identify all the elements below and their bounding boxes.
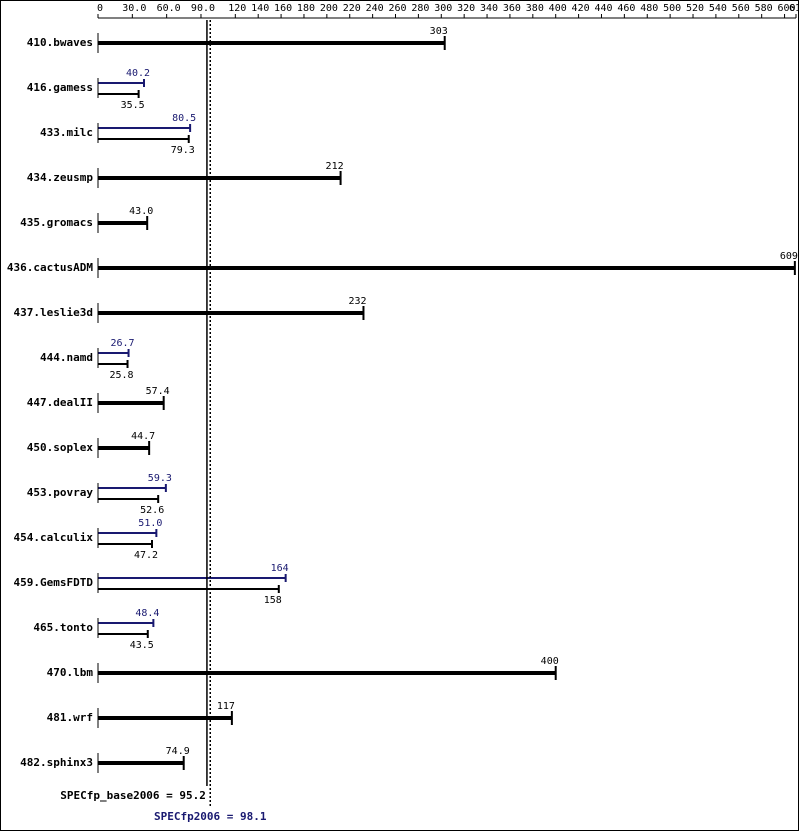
x-tick-label: 180 <box>297 3 315 14</box>
reference-label: SPECfp2006 = 98.1 <box>154 810 267 823</box>
x-tick-label: 520 <box>686 3 704 14</box>
value-label: 51.0 <box>138 518 162 529</box>
value-label: 232 <box>348 296 366 307</box>
bar <box>98 266 795 270</box>
x-tick-label: 460 <box>617 3 635 14</box>
bar <box>98 532 157 534</box>
category-label: 437.leslie3d <box>14 306 93 319</box>
value-label: 164 <box>271 563 289 574</box>
x-tick-label: 120 <box>228 3 246 14</box>
value-label: 47.2 <box>134 550 158 561</box>
bar <box>98 633 148 635</box>
bar <box>98 311 364 315</box>
bar <box>98 82 144 84</box>
x-tick-label: 260 <box>388 3 406 14</box>
value-label: 80.5 <box>172 113 196 124</box>
bar <box>98 487 166 489</box>
category-label: 410.bwaves <box>27 36 93 49</box>
category-label: 434.zeusmp <box>27 171 94 184</box>
category-label: 433.milc <box>40 126 93 139</box>
value-label: 48.4 <box>135 608 159 619</box>
category-label: 450.soplex <box>27 441 94 454</box>
value-label: 117 <box>217 701 235 712</box>
bar <box>98 622 154 624</box>
x-tick-label: 380 <box>526 3 544 14</box>
category-label: 470.lbm <box>47 666 94 679</box>
category-label: 416.gamess <box>27 81 93 94</box>
x-tick-label: 0 <box>97 3 103 14</box>
value-label: 43.5 <box>130 640 154 651</box>
category-label: 482.sphinx3 <box>20 756 93 769</box>
x-tick-label: 240 <box>366 3 384 14</box>
x-tick-label: 340 <box>480 3 498 14</box>
category-label: 447.dealII <box>27 396 93 409</box>
reference-label: SPECfp_base2006 = 95.2 <box>60 789 206 802</box>
value-label: 303 <box>430 26 448 37</box>
x-tick-label: 560 <box>732 3 750 14</box>
x-tick-label: 160 <box>274 3 292 14</box>
bar <box>98 127 191 129</box>
x-tick-label: 320 <box>457 3 475 14</box>
value-label: 52.6 <box>140 505 164 516</box>
bar <box>98 138 189 140</box>
value-label: 35.5 <box>121 100 145 111</box>
x-tick-label: 420 <box>572 3 590 14</box>
bar <box>98 93 139 95</box>
x-tick-label: 300 <box>434 3 452 14</box>
value-label: 57.4 <box>146 386 170 397</box>
bar <box>98 401 164 405</box>
bar <box>98 543 153 545</box>
x-tick-label: 440 <box>594 3 612 14</box>
category-label: 465.tonto <box>33 621 93 634</box>
bar <box>98 446 150 450</box>
bar <box>98 176 341 180</box>
x-tick-label: 360 <box>503 3 521 14</box>
category-label: 436.cactusADM <box>7 261 93 274</box>
value-label: 43.0 <box>129 206 153 217</box>
category-label: 444.namd <box>40 351 93 364</box>
value-label: 40.2 <box>126 68 150 79</box>
x-tick-label: 580 <box>755 3 773 14</box>
bar <box>98 352 129 354</box>
bar <box>98 588 279 590</box>
x-tick-label: 90.0 <box>191 3 215 14</box>
category-label: 454.calculix <box>14 531 94 544</box>
value-label: 59.3 <box>148 473 172 484</box>
bar <box>98 221 148 225</box>
x-tick-label: 200 <box>320 3 338 14</box>
category-label: 435.gromacs <box>20 216 93 229</box>
x-tick-label: 400 <box>549 3 567 14</box>
x-tick-label: 610 <box>789 3 799 14</box>
bar <box>98 671 556 675</box>
category-label: 453.povray <box>27 486 94 499</box>
value-label: 74.9 <box>166 746 190 757</box>
bar <box>98 363 128 365</box>
bar <box>98 761 184 765</box>
x-tick-label: 280 <box>411 3 429 14</box>
x-tick-label: 480 <box>640 3 658 14</box>
bar <box>98 716 232 720</box>
x-tick-label: 220 <box>343 3 361 14</box>
value-label: 26.7 <box>111 338 135 349</box>
x-tick-label: 30.0 <box>122 3 146 14</box>
x-tick-label: 140 <box>251 3 269 14</box>
bar <box>98 577 286 579</box>
value-label: 400 <box>541 656 559 667</box>
x-tick-label: 60.0 <box>157 3 181 14</box>
x-tick-label: 600 <box>778 3 796 14</box>
value-label: 158 <box>264 595 282 606</box>
category-label: 459.GemsFDTD <box>14 576 94 589</box>
value-label: 44.7 <box>131 431 155 442</box>
x-tick-label: 500 <box>663 3 681 14</box>
value-label: 25.8 <box>109 370 133 381</box>
value-label: 212 <box>326 161 344 172</box>
bar <box>98 41 445 45</box>
value-label: 79.3 <box>171 145 195 156</box>
value-label: 609 <box>780 251 798 262</box>
x-tick-label: 540 <box>709 3 727 14</box>
category-label: 481.wrf <box>47 711 93 724</box>
bar <box>98 498 159 500</box>
